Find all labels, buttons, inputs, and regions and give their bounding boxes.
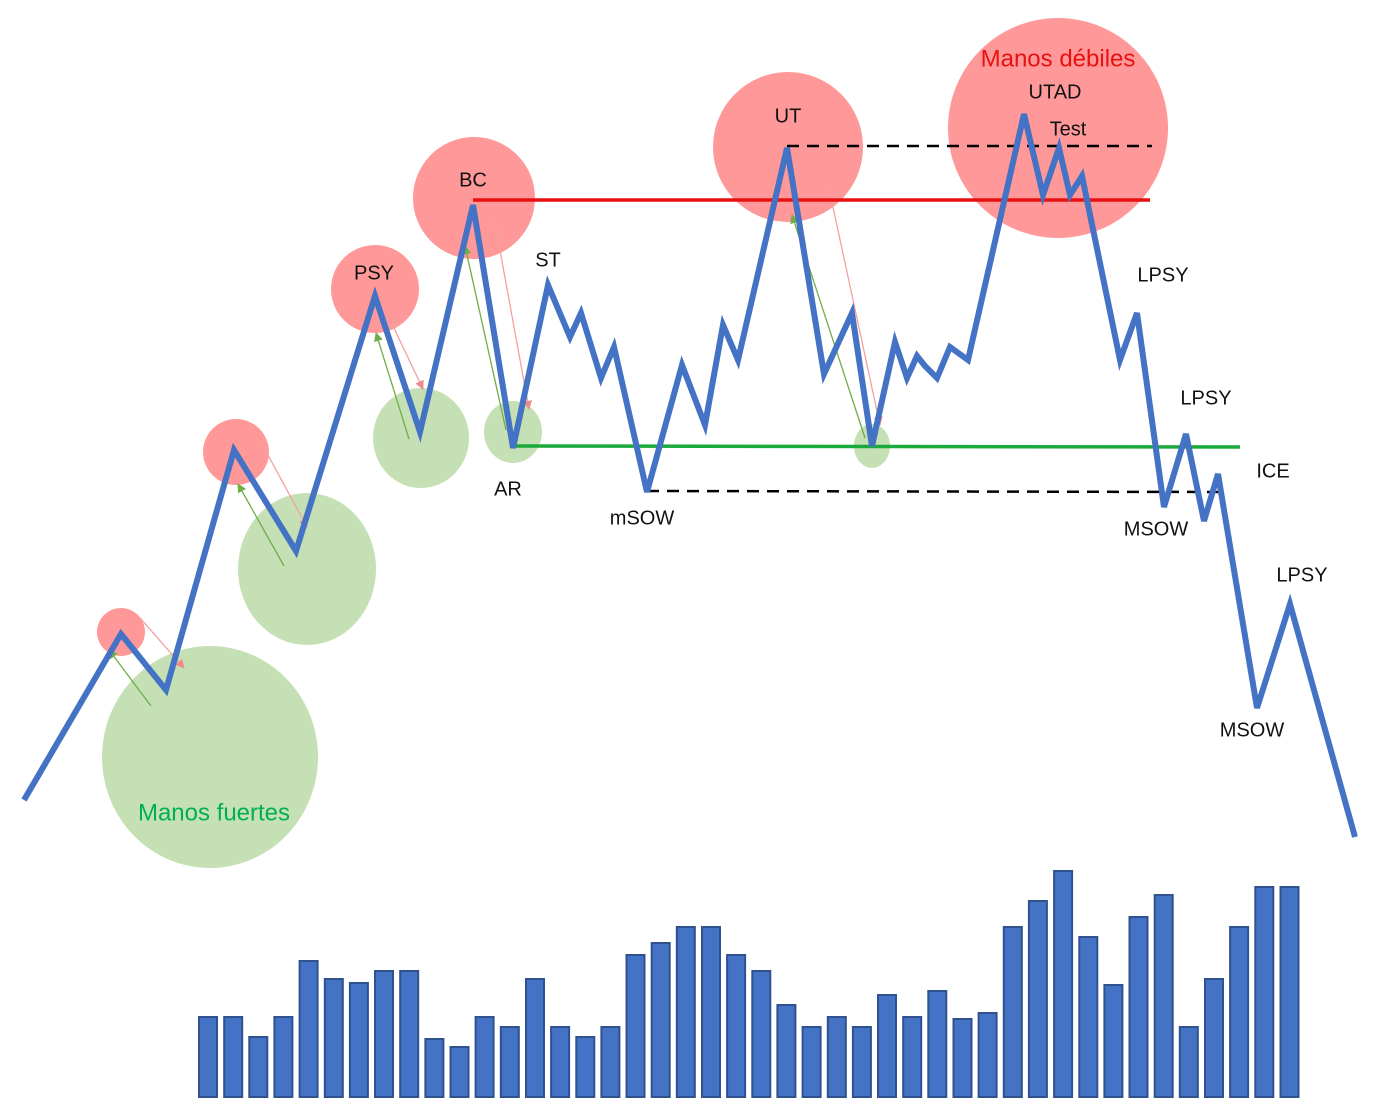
volume-bar-25: [801, 1026, 822, 1098]
volume-bar-9: [399, 970, 420, 1098]
volume-bar-33: [1002, 926, 1023, 1098]
green-arrow-4: [462, 245, 507, 431]
volume-bar-32: [977, 1012, 998, 1098]
support-line: [512, 444, 1241, 449]
volume-bar-15: [550, 1026, 571, 1098]
phase-labels: PSY BC ST AR mSOW UT UTAD Test LPSY LPSY…: [138, 45, 1328, 826]
volume-bar-23: [751, 970, 772, 1098]
volume-bar-34: [1027, 900, 1048, 1098]
volume-bar-12: [474, 1016, 495, 1098]
volume-bar-22: [726, 954, 747, 1098]
label-utad: UTAD: [1029, 81, 1082, 103]
volume-bar-8: [374, 970, 394, 1098]
red-arrow-3: [391, 323, 424, 390]
volume-bar-20: [675, 926, 696, 1098]
volume-bar-26: [826, 1016, 847, 1098]
volume-bar-16: [575, 1036, 596, 1098]
label-strong-hands: Manos fuertes: [138, 799, 290, 826]
volume-bar-29: [902, 1016, 923, 1098]
volume-bar-35: [1053, 870, 1074, 1098]
weak-hands-circle-4: [413, 137, 535, 259]
label-ut: UT: [775, 105, 802, 127]
volume-bar-31: [952, 1018, 973, 1098]
price-line: [21, 113, 1358, 838]
volume-bar-36: [1078, 936, 1099, 1098]
red-arrow-5: [827, 183, 883, 426]
volume-bar-14: [525, 978, 545, 1098]
volume-bar-42: [1229, 926, 1250, 1098]
volume-bar-4: [273, 1016, 294, 1098]
green-arrow-1: [108, 649, 152, 707]
volume-bar-37: [1103, 984, 1124, 1098]
label-msow-minor: mSOW: [610, 507, 675, 529]
volume-bar-41: [1204, 978, 1224, 1098]
label-lpsy-3: LPSY: [1276, 564, 1327, 586]
volume-bar-6: [323, 978, 344, 1098]
volume-bar-39: [1153, 894, 1174, 1098]
volume-bar-27: [851, 1026, 872, 1098]
volume-bar-2: [223, 1016, 244, 1098]
volume-bar-10: [424, 1038, 445, 1098]
lower-dashed-line: [646, 489, 1226, 494]
volume-bar-1: [198, 1016, 218, 1098]
label-lpsy-1: LPSY: [1137, 264, 1188, 286]
label-ar: AR: [494, 478, 522, 500]
label-lpsy-2: LPSY: [1180, 387, 1231, 409]
volume-bar-40: [1178, 1026, 1199, 1098]
label-weak-hands: Manos débiles: [981, 45, 1136, 72]
label-test: Test: [1050, 118, 1087, 140]
volume-bar-38: [1128, 916, 1149, 1098]
volume-bar-13: [499, 1026, 520, 1098]
volume-bar-5: [298, 960, 319, 1098]
volume-bar-19: [650, 942, 671, 1098]
strong-hands-circle-2: [238, 493, 376, 645]
strong-hands-circle-1: [102, 646, 318, 868]
volume-bar-21: [701, 926, 721, 1098]
label-bc: BC: [459, 169, 487, 191]
label-msow-2: MSOW: [1220, 719, 1285, 741]
volume-bar-44: [1279, 886, 1300, 1098]
red-arrow-2: [261, 443, 308, 528]
volume-bar-30: [927, 990, 948, 1098]
volume-bar-24: [776, 1004, 797, 1098]
volume-bar-7: [348, 982, 369, 1098]
volume-bar-43: [1254, 886, 1275, 1098]
label-ice: ICE: [1256, 460, 1289, 482]
weak-hands-circle-6: [948, 18, 1168, 238]
volume-bar-17: [600, 1026, 621, 1098]
volume-bar-11: [449, 1046, 470, 1098]
red-arrow-4: [494, 222, 533, 410]
volume-bar-28: [877, 994, 897, 1098]
volume-bars: [198, 870, 1300, 1098]
volume-bar-18: [625, 954, 646, 1098]
label-psy: PSY: [354, 262, 394, 284]
green-arrow-3: [374, 332, 410, 440]
label-st: ST: [535, 249, 561, 271]
label-msow-1: MSOW: [1124, 518, 1189, 540]
green-arrow-2: [237, 483, 285, 567]
volume-bar-3: [248, 1036, 269, 1098]
